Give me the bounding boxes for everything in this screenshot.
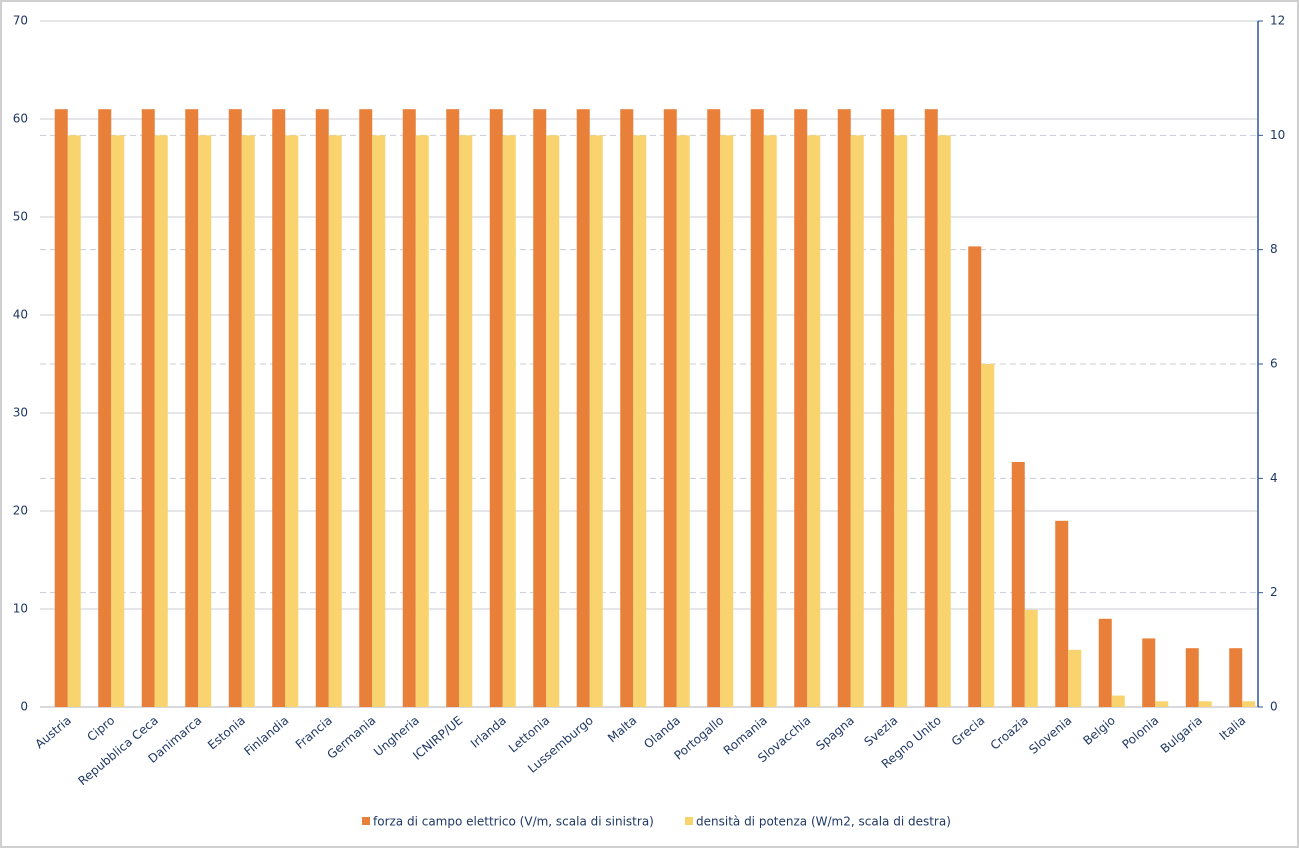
bar — [763, 135, 777, 708]
y2-tick-label: 2 — [1270, 585, 1278, 599]
bar — [502, 135, 516, 708]
bar — [663, 109, 677, 707]
bar — [1024, 609, 1038, 707]
bar — [1111, 695, 1125, 707]
y2-tick-label: 10 — [1270, 128, 1285, 142]
bar — [285, 135, 299, 708]
bar — [750, 109, 764, 707]
bar — [154, 135, 168, 708]
bar — [937, 135, 951, 708]
bar — [459, 135, 473, 708]
bar — [546, 135, 560, 708]
y-tick-label: 10 — [13, 602, 28, 616]
bar — [489, 109, 503, 707]
bar — [67, 135, 81, 708]
bar — [328, 135, 342, 708]
bar — [241, 135, 255, 708]
bar — [850, 135, 864, 708]
bar — [924, 109, 938, 707]
y-tick-label: 20 — [13, 504, 28, 518]
bar — [1198, 701, 1212, 707]
bar — [141, 109, 155, 707]
bar — [707, 109, 721, 707]
bar — [446, 109, 460, 707]
y2-tick-label: 8 — [1270, 242, 1278, 256]
bar — [794, 109, 808, 707]
bar — [359, 109, 373, 707]
bar — [402, 109, 416, 707]
bar — [111, 135, 125, 708]
bar — [415, 135, 429, 708]
bar — [576, 109, 590, 707]
bar — [1055, 520, 1069, 707]
legend-label: densità di potenza (W/m2, scala di destr… — [696, 815, 951, 829]
bar — [837, 109, 851, 707]
y2-tick-label: 0 — [1270, 700, 1278, 714]
bar — [1142, 638, 1156, 707]
bar — [228, 109, 242, 707]
y-tick-label: 40 — [13, 308, 28, 322]
bar — [968, 246, 982, 707]
bar — [881, 109, 895, 707]
bar — [1229, 648, 1243, 707]
bar — [1011, 462, 1025, 707]
bar — [185, 109, 199, 707]
bar — [676, 135, 690, 708]
y-tick-label: 70 — [13, 14, 28, 28]
bar — [1098, 618, 1112, 707]
bar — [894, 135, 908, 708]
y-tick-label: 30 — [13, 406, 28, 420]
bar — [198, 135, 212, 708]
legend-swatch — [685, 817, 693, 825]
bar — [633, 135, 647, 708]
bar — [1068, 649, 1082, 707]
y2-tick-label: 12 — [1270, 14, 1285, 28]
bar — [1185, 648, 1199, 707]
y-tick-label: 60 — [13, 112, 28, 126]
bar — [315, 109, 329, 707]
bar — [1242, 701, 1256, 707]
y-tick-label: 0 — [20, 700, 28, 714]
bar — [372, 135, 386, 708]
bar — [98, 109, 112, 707]
y2-tick-label: 4 — [1270, 471, 1278, 485]
legend-swatch — [362, 817, 370, 825]
bar — [54, 109, 68, 707]
bar — [589, 135, 603, 708]
bar — [533, 109, 547, 707]
y2-tick-label: 6 — [1270, 357, 1278, 371]
y-tick-label: 50 — [13, 210, 28, 224]
legend-label: forza di campo elettrico (V/m, scala di … — [373, 815, 654, 829]
bar — [981, 364, 995, 707]
bar — [620, 109, 634, 707]
bar — [720, 135, 734, 708]
bar — [272, 109, 286, 707]
bar — [1155, 701, 1169, 707]
bar — [807, 135, 821, 708]
